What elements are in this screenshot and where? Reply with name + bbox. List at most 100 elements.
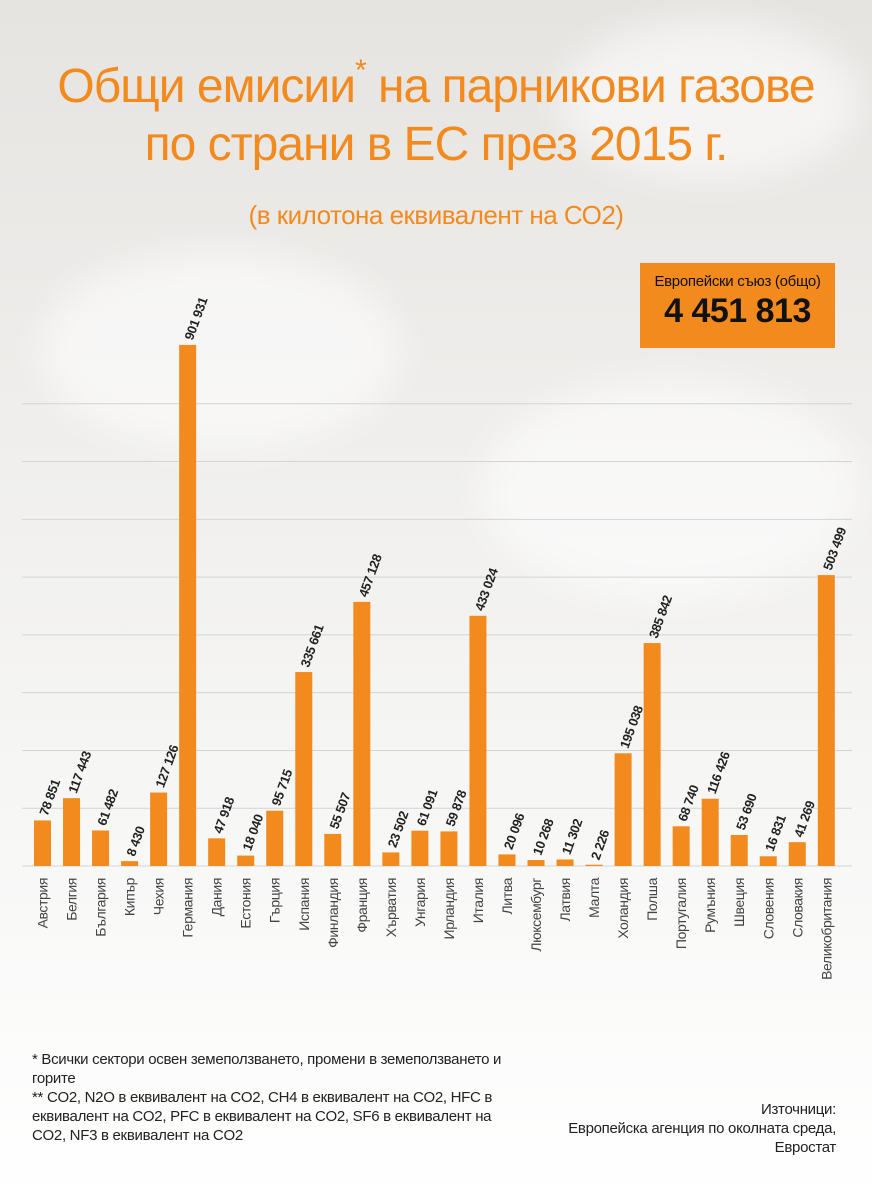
eu-total-label: Европейски съюз (общо) — [654, 273, 821, 290]
background-cloud — [480, 380, 860, 600]
background-cloud — [560, 20, 860, 180]
bar — [382, 852, 400, 866]
bar — [353, 601, 371, 866]
category-label: Хърватия — [383, 878, 399, 937]
bar — [208, 838, 226, 866]
data-label: 195 038 — [617, 704, 646, 751]
sources-line1: Европейска агенция по околната среда, — [568, 1120, 836, 1137]
data-label: 503 499 — [820, 525, 849, 572]
sources: Източници: Европейска агенция по околнат… — [516, 1100, 836, 1157]
title-line1: Общи емисии — [57, 60, 356, 113]
footnotes: * Всички сектори освен земеползването, п… — [32, 1050, 502, 1145]
data-label: 117 443 — [65, 749, 94, 795]
bar — [759, 856, 777, 866]
category-label: Унгария — [412, 878, 428, 927]
background-cloud — [40, 250, 400, 450]
category-label: Чехия — [151, 878, 167, 915]
category-label: Белгия — [64, 878, 80, 921]
data-label: 55 507 — [327, 791, 354, 831]
data-label: 20 096 — [501, 811, 528, 851]
bar — [788, 842, 806, 866]
category-label: Дания — [209, 878, 225, 916]
chart-subtitle: (в килотона еквивалент на СО2) — [248, 200, 624, 230]
category-label: Холандия — [615, 878, 631, 939]
data-label: 47 918 — [210, 795, 237, 835]
data-label: 116 426 — [704, 750, 733, 796]
bar — [121, 861, 139, 866]
data-label: 68 740 — [675, 783, 702, 823]
sources-line2: Евростат — [774, 1139, 837, 1156]
data-label: 95 715 — [268, 767, 295, 807]
category-label: Гърция — [267, 878, 283, 923]
data-label: 127 126 — [152, 743, 181, 790]
sources-heading: Източници: — [761, 1101, 836, 1118]
data-label: 8 430 — [123, 824, 148, 858]
data-label: 457 128 — [356, 552, 385, 599]
data-label: 335 661 — [297, 622, 326, 669]
data-label: 53 690 — [733, 792, 760, 832]
data-label: 10 268 — [530, 817, 557, 857]
data-label: 41 269 — [791, 799, 818, 839]
bar — [498, 854, 516, 866]
bar — [817, 575, 835, 866]
category-label: Румъния — [702, 878, 718, 933]
data-label: 61 091 — [414, 787, 441, 827]
bar — [266, 810, 284, 866]
category-label: Испания — [296, 878, 312, 931]
category-label: България — [93, 878, 109, 937]
category-label: Великобритания — [818, 878, 834, 980]
category-label: Австрия — [35, 878, 51, 928]
bar — [643, 643, 661, 866]
bar — [411, 830, 429, 866]
data-label: 23 502 — [385, 809, 412, 849]
category-label: Кипър — [122, 877, 138, 916]
bar — [527, 860, 545, 866]
footnote-1: * Всички сектори освен земеползването, п… — [32, 1051, 502, 1087]
bar — [34, 820, 51, 866]
data-label: 2 226 — [588, 828, 613, 862]
category-label: Франция — [354, 878, 370, 933]
title-line1-rest: на парникови газове — [365, 60, 816, 113]
bar — [92, 830, 110, 866]
category-label: Германия — [180, 878, 196, 938]
bar — [179, 344, 197, 867]
category-label: Швеция — [731, 878, 747, 927]
bar — [150, 792, 168, 866]
data-label: 901 931 — [181, 295, 210, 342]
category-label: Ирландия — [441, 878, 457, 939]
category-label: Естония — [238, 878, 254, 929]
bar — [469, 615, 487, 866]
data-label: 18 040 — [239, 812, 266, 852]
category-label: Латвия — [557, 878, 573, 922]
category-label: Люксембург — [528, 878, 544, 952]
category-label: Италия — [470, 878, 486, 923]
chart-title: Общи емисии* на парникови газове по стра… — [0, 56, 872, 174]
data-label: 78 851 — [36, 777, 63, 817]
title-line2: по страни в ЕС през 2015 г. — [144, 118, 729, 171]
bar — [585, 864, 603, 866]
category-label: Полша — [644, 877, 660, 920]
bar — [63, 798, 81, 866]
category-label: Литва — [499, 877, 515, 914]
bar — [701, 798, 719, 866]
bar — [614, 753, 632, 866]
footnote-2: ** CO2, N2O в еквивалент на CO2, CH4 в е… — [32, 1089, 493, 1144]
data-label: 433 024 — [472, 565, 502, 613]
bar — [237, 855, 255, 866]
title-asterisk: * — [355, 54, 367, 87]
category-label: Малта — [586, 877, 602, 917]
data-label: 11 302 — [559, 817, 586, 857]
category-label: Финландия — [325, 878, 341, 948]
bar — [295, 672, 313, 866]
eu-total-value: 4 451 813 — [664, 292, 811, 330]
bar — [440, 831, 458, 866]
bar — [556, 859, 574, 866]
data-label: 61 482 — [94, 787, 121, 827]
bar — [730, 834, 748, 866]
category-label: Португалия — [673, 878, 689, 949]
category-label: Словакия — [789, 878, 805, 938]
bar — [324, 833, 342, 866]
bar — [672, 826, 690, 866]
bar-chart: 78 851 Австрия 117 443 Белгия 61 482 България… — [22, 295, 852, 980]
data-label: 16 831 — [762, 813, 789, 853]
